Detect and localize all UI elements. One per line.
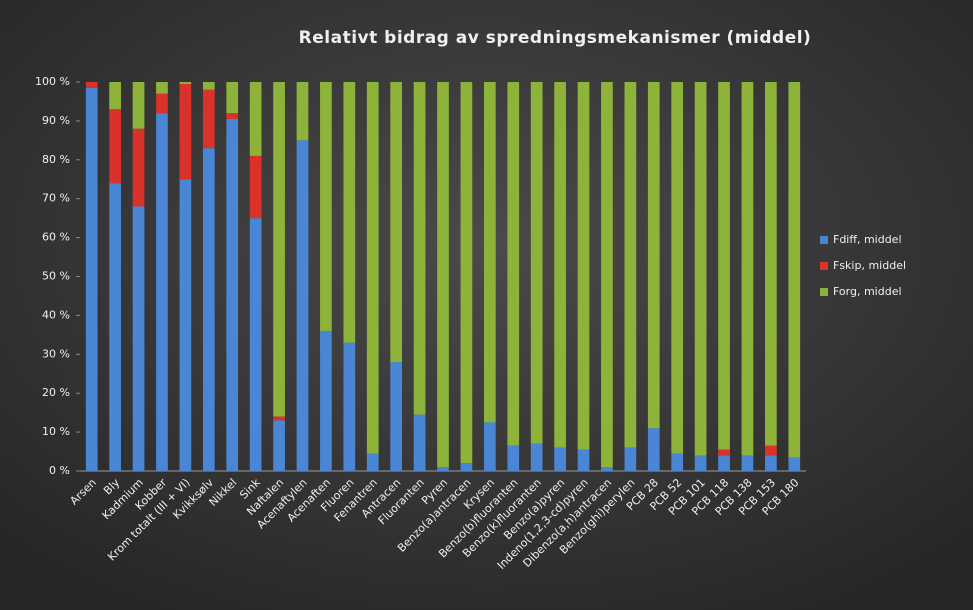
bar-segment (601, 82, 613, 468)
bar-segment (647, 82, 660, 429)
bar-segment (437, 467, 449, 471)
bar-segment (624, 82, 637, 448)
bar-segment (273, 420, 285, 471)
bar-segment (109, 82, 121, 110)
bar-segment (554, 82, 566, 448)
bar-segment (249, 155, 262, 219)
bar-segment (85, 87, 98, 472)
y-tick-label: 30 % (42, 347, 70, 360)
bar-segment (460, 463, 473, 471)
y-tick-label: 0 % (49, 464, 70, 477)
legend-label: Forg, middel (833, 285, 902, 298)
y-tick-label: 20 % (42, 386, 70, 399)
bar-segment (202, 82, 215, 90)
bar-segment (460, 82, 473, 464)
bar-segment (413, 82, 426, 415)
bar-segment (718, 455, 730, 471)
bar-segment (226, 82, 239, 114)
bar-segment (390, 82, 403, 363)
bar-segment (320, 82, 332, 331)
y-tick-label: 90 % (42, 114, 70, 127)
bar-segment (694, 82, 707, 456)
bar-segment (273, 416, 285, 421)
bar-segment (132, 82, 145, 129)
bar-segment (788, 457, 801, 471)
bar-segment (624, 447, 637, 471)
y-tick-label: 40 % (42, 308, 70, 321)
bar-segment (226, 113, 239, 119)
bar-segment (577, 449, 590, 471)
bar-segment (390, 362, 403, 471)
bar-segment (718, 449, 730, 456)
bar-segment (320, 330, 332, 471)
bar-segment (413, 414, 426, 471)
bar-segment (202, 148, 215, 471)
bar-segment (85, 82, 98, 88)
bar-segment (109, 109, 121, 184)
bar-segment (296, 140, 309, 471)
bar-segment (507, 445, 520, 471)
bar-segment (249, 82, 262, 156)
bar-segment (483, 422, 496, 471)
bar-segment (296, 82, 309, 141)
bar-segment (366, 453, 379, 471)
bar-segment (179, 179, 192, 471)
legend-swatch (820, 236, 828, 244)
legend-label: Fskip, middel (833, 259, 906, 272)
bar-segment (530, 82, 543, 444)
bar-segment (437, 82, 449, 468)
bar-segment (647, 428, 660, 471)
bar-segment (765, 455, 777, 471)
legend-swatch (820, 288, 828, 296)
bar-segment (132, 128, 145, 207)
bar-segment (156, 82, 168, 94)
bar-segment (765, 445, 777, 456)
bar-segment (694, 455, 707, 471)
bar-segment (273, 82, 285, 417)
bar-segment (109, 183, 121, 471)
bar-segment (765, 82, 777, 446)
chart-title: Relativt bidrag av spredningsmekanismer … (299, 28, 812, 48)
bar-segment (530, 443, 543, 471)
bar-segment (226, 118, 239, 471)
y-tick-label: 60 % (42, 231, 70, 244)
y-tick-label: 80 % (42, 153, 70, 166)
bar-segment (156, 113, 168, 472)
bar-segment (788, 82, 801, 458)
y-tick-label: 10 % (42, 425, 70, 438)
bar-segment (249, 218, 262, 471)
y-tick-label: 50 % (42, 270, 70, 283)
bar-segment (577, 82, 590, 450)
bar-segment (132, 206, 145, 472)
bar-segment (483, 82, 496, 423)
bar-segment (601, 467, 613, 471)
bar-segment (202, 89, 215, 149)
bar-segment (554, 447, 566, 471)
bar-segment (179, 82, 192, 84)
bar-segment (741, 82, 754, 456)
bar-segment (741, 455, 754, 471)
bar-segment (671, 453, 684, 471)
bar-segment (343, 82, 356, 343)
legend-swatch (820, 262, 828, 270)
bar-segment (718, 82, 730, 450)
y-tick-label: 70 % (42, 192, 70, 205)
bar-segment (507, 82, 520, 446)
bar-segment (179, 83, 192, 180)
y-tick-label: 100 % (35, 75, 70, 88)
bar-segment (366, 82, 379, 454)
legend-label: Fdiff, middel (833, 233, 902, 246)
bar-segment (156, 93, 168, 114)
bar-segment (343, 342, 356, 471)
bar-segment (671, 82, 684, 454)
